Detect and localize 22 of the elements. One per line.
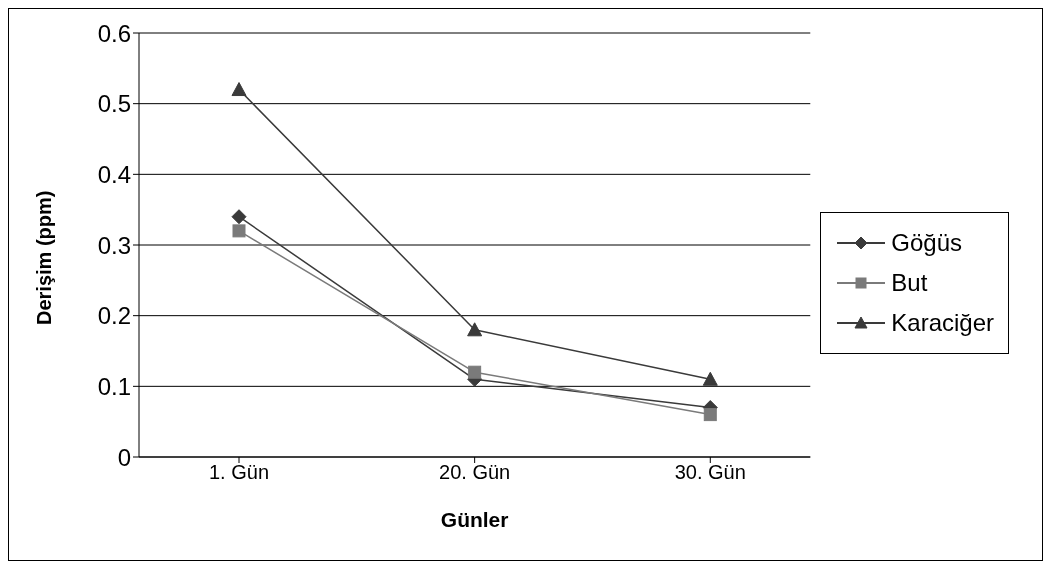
x-tick-label: 30. Gün <box>674 461 746 484</box>
y-axis-title: Derişim (ppm) <box>33 190 56 325</box>
legend-label: But <box>891 269 928 297</box>
y-tick-label: 0 <box>117 443 131 471</box>
legend-label: Karaciğer <box>891 309 994 337</box>
y-tick-label: 0.2 <box>97 302 131 330</box>
point <box>468 365 482 379</box>
point <box>231 82 247 97</box>
x-axis-title: Günler <box>440 508 509 531</box>
y-tick-label: 0.3 <box>97 231 131 259</box>
point <box>467 322 483 337</box>
y-tick-label: 0.5 <box>97 90 131 118</box>
y-tick-label: 0.1 <box>97 372 131 400</box>
point <box>702 371 718 386</box>
point <box>703 408 717 422</box>
point <box>232 224 246 238</box>
y-tick-label: 0.6 <box>97 19 131 47</box>
legend-label: Göğüs <box>891 229 962 257</box>
x-tick-label: 1. Gün <box>208 461 270 484</box>
point <box>231 209 247 225</box>
x-tick-label: 20. Gün <box>439 461 511 484</box>
y-tick-label: 0.4 <box>97 160 131 188</box>
